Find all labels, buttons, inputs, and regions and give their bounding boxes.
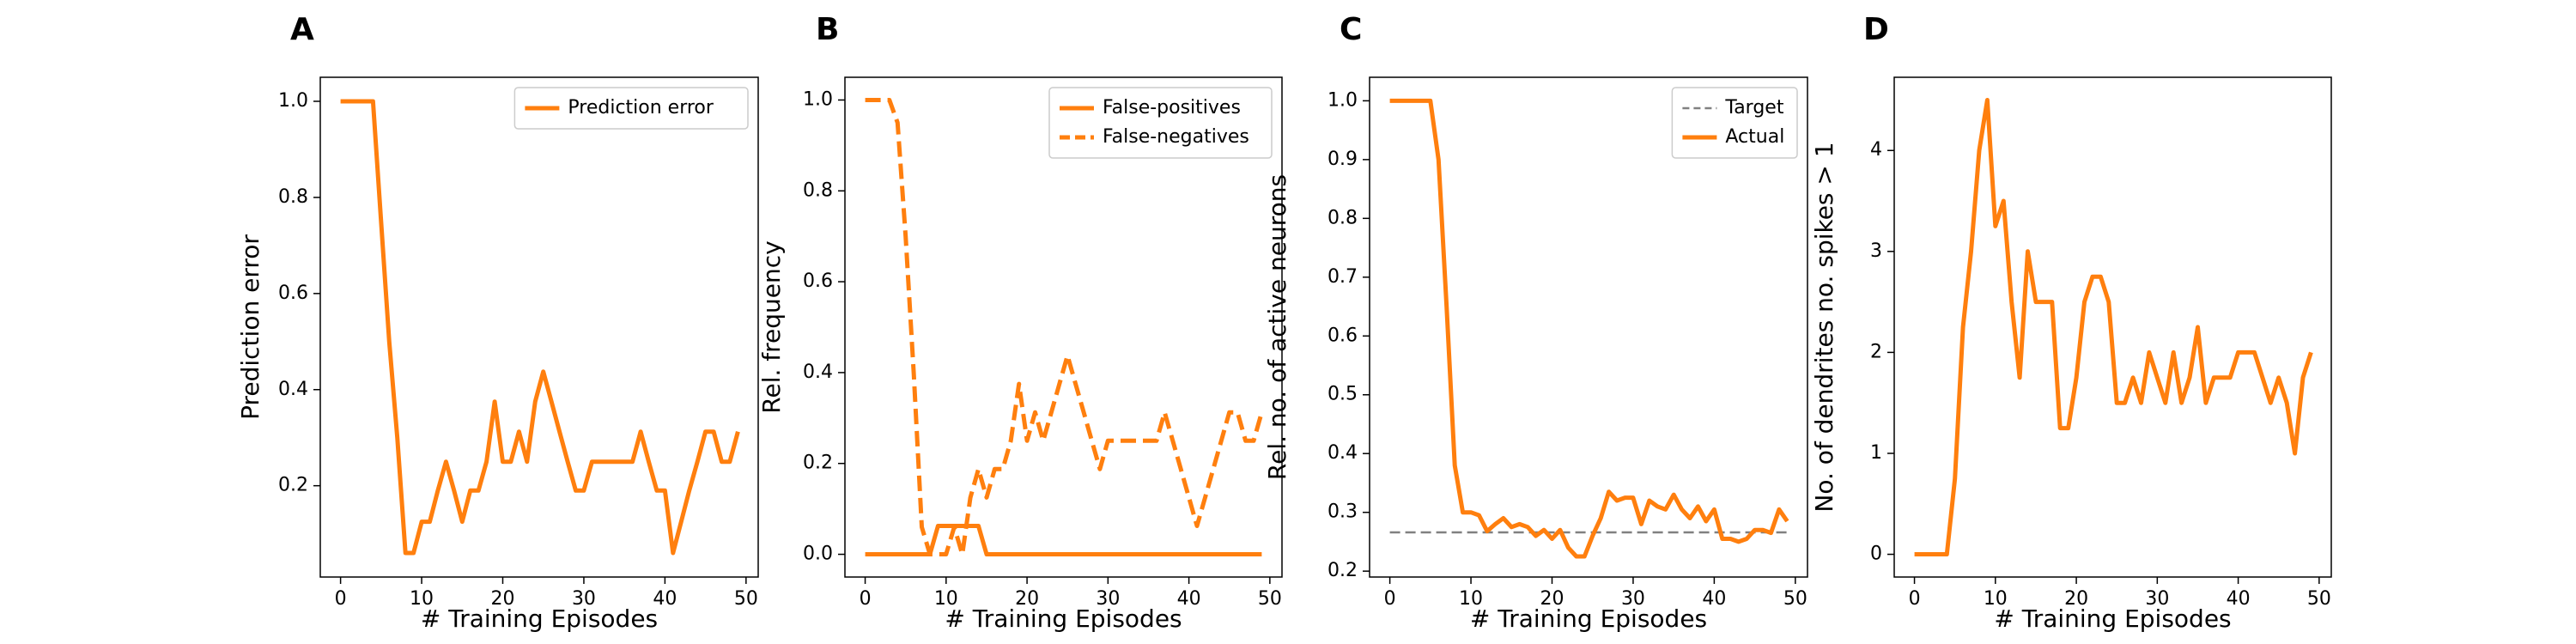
y-tick-label: 2 bbox=[1870, 341, 1882, 362]
y-tick-label: 0 bbox=[1870, 544, 1882, 565]
x-tick-label: 0 bbox=[1384, 588, 1396, 610]
plot-frame bbox=[319, 76, 759, 578]
y-tick-label: 0.8 bbox=[278, 186, 308, 208]
y-axis-label: Prediction error bbox=[236, 234, 264, 420]
y-tick-label: 1.0 bbox=[278, 90, 308, 112]
x-tick-label: 40 bbox=[1177, 588, 1201, 610]
x-tick-label: 50 bbox=[734, 588, 758, 610]
panel-letter: D bbox=[1863, 12, 1889, 47]
x-tick-label: 20 bbox=[491, 588, 515, 610]
x-axis-label: # Training Episodes bbox=[1470, 605, 1707, 633]
x-tick-label: 50 bbox=[1783, 588, 1807, 610]
x-tick-label: 30 bbox=[1621, 588, 1645, 610]
y-tick-label: 0.2 bbox=[278, 475, 308, 496]
legend-label: False-negatives bbox=[1103, 126, 1249, 148]
y-tick-label: 1.0 bbox=[1327, 89, 1358, 111]
x-axis-label: # Training Episodes bbox=[1994, 605, 2231, 633]
y-tick-label: 0.4 bbox=[1327, 442, 1358, 464]
y-tick-label: 3 bbox=[1870, 240, 1882, 262]
legend-label: False-positives bbox=[1103, 97, 1241, 118]
legend bbox=[1048, 87, 1273, 159]
y-tick-label: 0.5 bbox=[1327, 384, 1358, 405]
y-tick-label: 1 bbox=[1870, 442, 1882, 464]
y-axis-label: Rel. no. of active neurons bbox=[1263, 174, 1291, 480]
x-tick-label: 50 bbox=[1258, 588, 1282, 610]
x-tick-label: 10 bbox=[1459, 588, 1483, 610]
plot-frame bbox=[1369, 76, 1808, 578]
y-tick-label: 0.8 bbox=[1327, 207, 1358, 228]
series-line bbox=[865, 98, 1264, 556]
legend-label: Actual bbox=[1725, 126, 1784, 148]
x-tick-label: 10 bbox=[934, 588, 958, 610]
plot-frame bbox=[844, 76, 1283, 578]
y-tick-label: 0.3 bbox=[1327, 501, 1358, 523]
y-tick-label: 0.6 bbox=[278, 283, 308, 304]
series-line bbox=[1914, 98, 2313, 556]
panel-letter: C bbox=[1340, 12, 1362, 47]
y-tick-label: 0.4 bbox=[278, 379, 308, 400]
x-tick-label: 20 bbox=[1015, 588, 1039, 610]
series-line bbox=[340, 99, 740, 556]
x-axis-label: # Training Episodes bbox=[421, 605, 658, 633]
x-tick-label: 0 bbox=[1909, 588, 1921, 610]
y-tick-label: 0.6 bbox=[803, 270, 833, 292]
panel-letter: B bbox=[816, 12, 839, 47]
x-tick-label: 50 bbox=[2307, 588, 2331, 610]
y-tick-label: 1.0 bbox=[803, 88, 833, 110]
x-tick-label: 30 bbox=[1096, 588, 1120, 610]
x-tick-label: 10 bbox=[410, 588, 434, 610]
x-tick-label: 40 bbox=[1702, 588, 1726, 610]
y-tick-label: 0.4 bbox=[803, 361, 833, 383]
x-tick-label: 40 bbox=[2227, 588, 2251, 610]
legend bbox=[513, 87, 749, 130]
y-axis-label: No. of dendrites no. spikes > 1 bbox=[1810, 142, 1838, 512]
legend-label: Target bbox=[1724, 97, 1783, 118]
y-tick-label: 0.6 bbox=[1327, 325, 1358, 346]
y-tick-label: 0.2 bbox=[803, 453, 833, 474]
y-tick-label: 0.7 bbox=[1327, 266, 1358, 288]
x-tick-label: 30 bbox=[572, 588, 596, 610]
series-line bbox=[1389, 98, 1789, 559]
chart-panel-a: A 0 10 20 30 40 50 0.2 0.4 0.6 0.8 1.0 # Training Ep… bbox=[236, 12, 759, 633]
plot-frame bbox=[1893, 76, 2332, 578]
chart-panel-d: D 0 10 20 30 40 50 0 1 2 3 4 # Training Episodes No. … bbox=[1810, 12, 2332, 633]
y-tick-label: 4 bbox=[1870, 139, 1882, 161]
x-tick-label: 10 bbox=[1984, 588, 2008, 610]
x-axis-label: # Training Episodes bbox=[945, 605, 1182, 633]
y-tick-label: 0.8 bbox=[803, 179, 833, 201]
y-tick-label: 0.2 bbox=[1327, 560, 1358, 581]
y-axis-label: Rel. frequency bbox=[757, 240, 786, 413]
x-tick-label: 40 bbox=[653, 588, 677, 610]
x-tick-label: 20 bbox=[1540, 588, 1564, 610]
x-tick-label: 0 bbox=[860, 588, 872, 610]
y-tick-label: 0.9 bbox=[1327, 149, 1358, 170]
chart-panel-c: C 0 10 20 30 40 50 0.2 0.3 0.4 0.5 0.6 0.7 0.8 0.9 1.0 #… bbox=[1263, 12, 1808, 633]
legend bbox=[1671, 87, 1798, 159]
series-line bbox=[865, 524, 1262, 556]
chart-panel-b: B 0 10 20 30 40 50 0.0 0.2 0.4 0.6 0.8 1.0 # Training… bbox=[757, 12, 1283, 633]
legend-label: Prediction error bbox=[568, 97, 714, 118]
x-tick-label: 20 bbox=[2064, 588, 2088, 610]
y-tick-label: 0.0 bbox=[803, 544, 833, 565]
x-tick-label: 30 bbox=[2145, 588, 2169, 610]
panel-letter: A bbox=[290, 12, 314, 47]
x-tick-label: 0 bbox=[335, 588, 347, 610]
